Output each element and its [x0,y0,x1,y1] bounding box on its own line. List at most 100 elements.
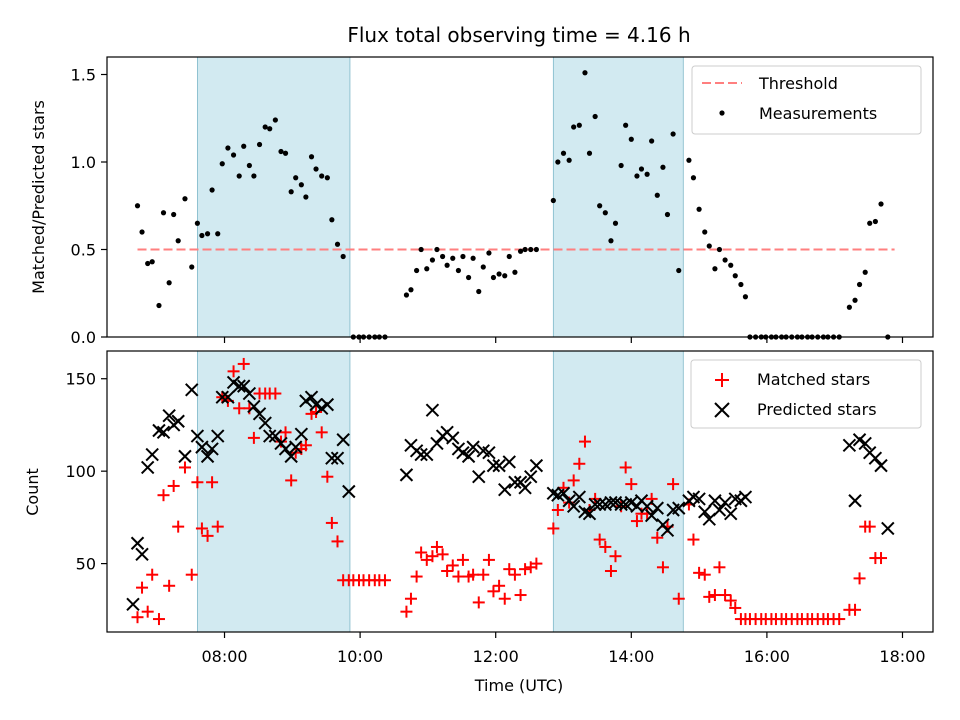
matched-star-point [404,592,417,605]
matched-star-point [331,535,344,548]
predicted-star-point [556,486,571,501]
predicted-star-point [518,481,532,495]
measurement-point [282,150,289,156]
measurement-point [608,238,614,244]
measurement-point [455,267,462,274]
matched-star-point [578,435,591,448]
predicted-star-point [325,451,339,465]
bottom-x-tick-label: 14:00 [608,647,654,666]
measurement-point [149,259,155,265]
matched-star-point [436,548,449,561]
matched-star-point [136,581,149,594]
measurement-point [424,266,430,272]
bottom-legend-frame [690,359,922,429]
predicted-star-point [205,442,219,456]
measurement-point [638,166,645,172]
measurement-point [439,253,446,260]
measurement-point [722,257,728,263]
matched-star-point [299,439,312,452]
measurement-point [576,122,582,128]
measurement-point [686,157,692,163]
measurement-point [134,203,141,209]
x-axis-label: Time (UTC) [474,676,563,695]
matched-star-point [729,601,742,614]
bottom-x-tick-label: 18:00 [879,647,925,666]
predicted-star-point [592,497,607,512]
measurement-point [199,232,205,239]
matched-star-point [206,476,219,489]
measurement-point [522,246,528,253]
predicted-star-point [868,451,883,465]
matched-star-point [573,457,586,470]
matched-star-point [708,589,721,602]
measurement-point [225,145,231,151]
measurement-point [846,304,852,310]
predicted-star-point [221,390,235,404]
bottom-x-tick-label: 10:00 [337,647,383,666]
measurement-point [256,141,263,148]
matched-star-point [167,479,180,492]
measurement-point [618,162,624,169]
matched-star-point [247,431,260,444]
predicted-star-point [848,494,862,508]
predicted-star-point [578,505,592,519]
measurement-point [313,166,319,172]
measurement-point [460,253,466,260]
predicted-star-point [237,379,251,393]
bottom-y-tick-label: 150 [65,370,96,389]
bottom-observing-interval [552,350,684,633]
measurement-point [319,173,325,179]
predicted-star-point [162,408,176,423]
measurement-point [230,152,237,158]
measurement-point [429,257,436,263]
matched-star-point [211,520,224,533]
measurement-point [706,243,712,249]
predicted-star-point [566,499,581,513]
predicted-star-point [446,431,460,445]
matched-star-point [833,613,846,626]
matched-star-point [609,550,622,563]
measurement-point [571,124,577,130]
matched-star-point [719,589,732,602]
predicted-star-point [420,447,434,462]
predicted-star-point [278,442,293,456]
matched-star-point [146,568,159,581]
matched-star-point [410,570,423,583]
measurement-point [403,292,410,298]
top-legend-frame [691,65,922,135]
measurement-point [470,255,476,261]
measurement-point [490,274,497,281]
measurement-point [496,271,502,277]
matched-star-point [201,529,214,542]
matched-star-point [514,589,527,602]
matched-stars-legend-label: Matched stars [757,370,870,389]
matched-star-point [493,579,506,592]
measurement-point [480,264,486,270]
predicted-star-point [294,427,309,441]
matched-star-point [321,470,334,483]
predicted-star-point [171,414,185,428]
predicted-star-point [672,501,686,515]
matched-star-point [625,478,638,491]
predicted-star-point [881,521,895,536]
top-observing-interval [196,56,351,338]
predicted-star-point [546,486,561,501]
matched-star-point [415,546,428,559]
predicted-star-point [660,523,675,538]
predicted-star-point [874,458,888,473]
measurement-point [502,273,508,279]
predicted-stars-legend-label: Predicted stars [757,400,877,419]
measurement-point [550,197,556,204]
matched-star-point [378,574,391,587]
predicted-star-point [588,497,602,512]
top-y-ticks: 0.0 0.5 1.0 1.5 [71,66,107,347]
matched-star-point [430,540,443,553]
bottom-legend: Matched stars Predicted stars [690,359,922,429]
measurement-point [660,164,666,170]
measurement-point [267,126,273,132]
predicted-star-point [247,399,261,414]
measurement-point [560,150,567,156]
predicted-star-point [284,449,298,464]
matched-star-point [285,474,298,487]
top-x-ticks [223,337,904,343]
